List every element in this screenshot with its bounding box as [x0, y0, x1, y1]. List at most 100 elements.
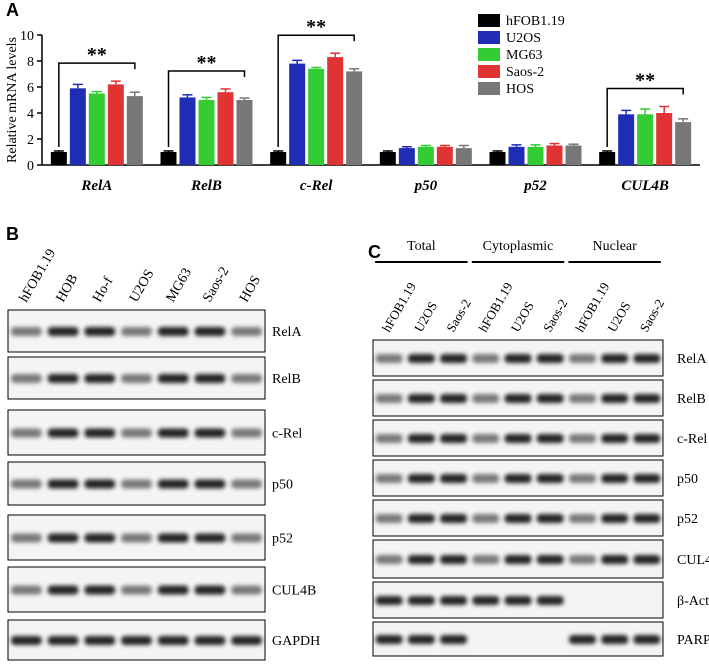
bar [675, 122, 692, 165]
bar [270, 152, 287, 165]
band [472, 596, 500, 605]
band [10, 374, 42, 383]
band [231, 585, 263, 595]
band [84, 374, 116, 383]
band [568, 394, 596, 403]
bar [599, 152, 616, 165]
band [10, 479, 42, 489]
band [440, 474, 468, 483]
row-label: RelB [272, 372, 301, 387]
band [568, 555, 596, 564]
band [231, 374, 263, 383]
lane-label: U2OS [127, 267, 157, 305]
band [47, 636, 79, 645]
bar [436, 146, 453, 165]
panel-label: B [6, 224, 19, 244]
lane-label: Saos-2 [200, 264, 232, 305]
band [568, 354, 596, 363]
band [440, 354, 468, 363]
band [194, 533, 226, 543]
band [472, 514, 500, 523]
band [407, 354, 435, 363]
band [157, 585, 189, 595]
bar [126, 96, 143, 165]
significance-bracket [58, 62, 136, 147]
legend-label: HOS [506, 82, 534, 97]
band [440, 514, 468, 523]
band [121, 428, 152, 438]
band [504, 514, 532, 523]
band [157, 479, 189, 489]
band [407, 596, 435, 605]
band [194, 636, 226, 645]
bar [50, 152, 67, 165]
band [633, 354, 661, 363]
band [84, 636, 116, 645]
band [504, 394, 532, 403]
band [10, 428, 42, 438]
band [407, 474, 435, 483]
band [10, 327, 42, 336]
band [504, 474, 532, 483]
bar [217, 92, 234, 165]
band [504, 596, 532, 605]
band [440, 635, 468, 644]
row-label: p52 [272, 532, 293, 547]
row-label: GAPDH [272, 634, 320, 649]
band [407, 434, 435, 443]
band [47, 585, 79, 595]
row-label: p50 [677, 472, 698, 487]
bar [618, 114, 635, 165]
band [536, 514, 564, 523]
band [601, 555, 629, 564]
bar [69, 88, 86, 165]
row-label: PARP [677, 633, 709, 648]
band [121, 327, 152, 336]
band [407, 555, 435, 564]
band [84, 327, 116, 336]
bar [398, 148, 415, 165]
panel-label: A [6, 0, 19, 20]
significance-label: ** [306, 16, 326, 38]
band [194, 327, 226, 336]
lane-label: Saos-2 [540, 296, 571, 334]
y-tick-label: 8 [27, 55, 34, 70]
x-tick-label: RelA [80, 178, 112, 194]
bar [160, 152, 177, 165]
legend-label: U2OS [506, 31, 541, 46]
band [633, 514, 661, 523]
band [375, 354, 403, 363]
legend-swatch [478, 14, 500, 27]
y-tick-label: 6 [27, 81, 34, 96]
x-tick-label: p52 [522, 178, 547, 194]
y-tick-label: 4 [27, 107, 34, 122]
row-label: RelA [272, 325, 302, 340]
band [121, 479, 152, 489]
row-label: c-Rel [677, 432, 707, 447]
band [10, 636, 42, 645]
band [231, 533, 263, 543]
band [536, 596, 564, 605]
bar [327, 57, 344, 165]
band [375, 394, 403, 403]
bar [346, 71, 363, 165]
band [633, 434, 661, 443]
band [536, 474, 564, 483]
bar [417, 146, 434, 165]
band [121, 585, 152, 595]
band [407, 514, 435, 523]
band [601, 474, 629, 483]
band [231, 327, 263, 336]
band [157, 327, 189, 336]
significance-label: ** [635, 70, 655, 92]
x-tick-label: c-Rel [300, 178, 333, 194]
row-label: CUL4B [677, 553, 709, 568]
bar [236, 100, 253, 165]
x-tick-label: p50 [413, 178, 438, 194]
band [157, 636, 189, 645]
row-label: c-Rel [272, 427, 302, 442]
band [601, 635, 629, 644]
lane-label: U2OS [604, 299, 633, 335]
bar [546, 145, 563, 165]
